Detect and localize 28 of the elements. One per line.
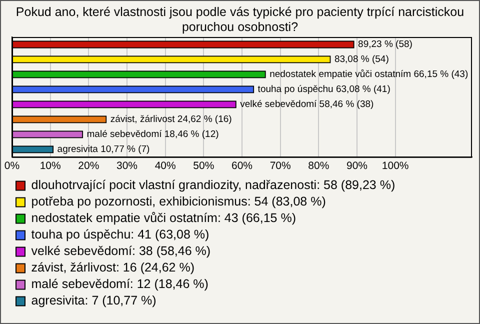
data-label: nedostatek empatie vůči ostatním 66,15 % (43): [270, 69, 468, 80]
data-label: touha po úspěchu 63,08 % (41): [258, 84, 390, 96]
legend-label: touha po úspěchu: 41 (63,08 %): [31, 228, 210, 242]
data-label: závist, žárlivost 24,62 % (16): [110, 114, 232, 126]
legend-label: agresivita: 7 (10,77 %): [31, 294, 156, 308]
x-tick-label: 40%: [154, 160, 176, 172]
x-tick-label: 100%: [382, 160, 409, 172]
data-label: agresivita 10,77 % (7): [57, 144, 150, 156]
legend-label: závist, žárlivost: 16 (24,62 %): [31, 260, 195, 275]
legend-label: malé sebevědomí: 12 (18,46 %): [31, 277, 208, 292]
data-label: malé sebevědomí 18,46 % (12): [86, 129, 219, 140]
x-tick-label: 80%: [308, 160, 330, 172]
x-tick-label: 50%: [193, 160, 214, 172]
x-tick-label: 70%: [270, 160, 291, 172]
legend-label: nedostatek empatie vůči ostatním: 43 (66,15 %): [31, 211, 296, 226]
data-label: velké sebevědomí 58,46 % (38): [240, 99, 374, 110]
legend-label: velké sebevědomí: 38 (58,46 %): [31, 244, 211, 258]
x-tick-label: 10%: [40, 160, 61, 172]
chart-title: Pokud ano, které vlastnosti jsou podle vás typické pro pacienty trpící narcistickou poruchou osobnosti?: [14, 4, 466, 34]
x-tick-label: 90%: [346, 160, 368, 172]
x-tick-label: 30%: [116, 160, 138, 172]
data-label: 89,23 % (58): [358, 39, 412, 50]
x-tick-label: 20%: [78, 160, 100, 172]
data-label: 83,08 % (54): [334, 54, 389, 66]
x-tick-label: 60%: [231, 160, 253, 172]
x-tick-label: 0%: [4, 160, 20, 172]
legend-label: dlouhotrvající pocit vlastní grandiozity, nadřazenosti: 58 (89,23 %): [31, 178, 396, 192]
legend-label: potřeba po pozornosti, exhibicionismus: 54 (83,08 %): [31, 194, 326, 209]
